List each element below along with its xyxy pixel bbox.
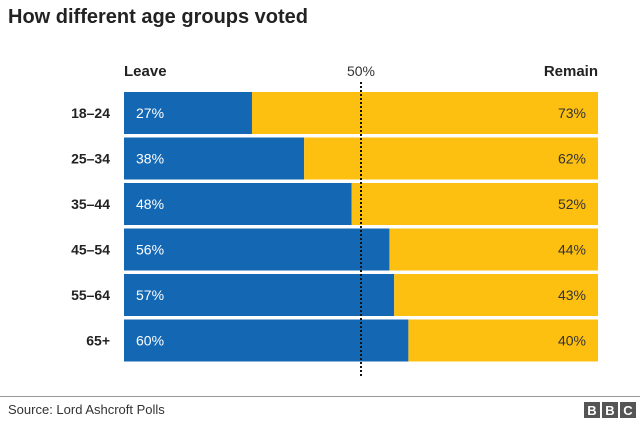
category-label: 25–34 bbox=[71, 151, 110, 167]
label-leave: 56% bbox=[136, 242, 164, 258]
bar-remain bbox=[394, 274, 598, 316]
category-label: 55–64 bbox=[71, 287, 110, 303]
bar-remain bbox=[251, 92, 599, 134]
bar-remain bbox=[304, 137, 598, 180]
label-leave: 48% bbox=[136, 196, 164, 212]
legend-remain: Remain bbox=[544, 63, 598, 80]
label-remain: 44% bbox=[558, 242, 586, 258]
bar-leave bbox=[124, 274, 395, 316]
label-remain: 73% bbox=[558, 105, 586, 121]
stacked-bar-chart: Leave Remain 18–24 27% 73% 25–34 38% 62% 35–44 48… bbox=[71, 63, 599, 378]
bar-remain bbox=[351, 183, 598, 225]
bar-leave bbox=[124, 183, 352, 225]
label-leave: 60% bbox=[136, 333, 164, 349]
label-remain: 43% bbox=[558, 287, 586, 303]
bar-leave bbox=[124, 319, 409, 362]
category-label: 45–54 bbox=[71, 242, 110, 258]
legend-leave: Leave bbox=[124, 63, 167, 80]
label-leave: 27% bbox=[136, 105, 164, 121]
footer-divider bbox=[0, 396, 640, 397]
bar-remain bbox=[408, 319, 598, 362]
category-label: 35–44 bbox=[71, 196, 110, 212]
label-leave: 38% bbox=[136, 151, 164, 167]
reference-label: 50% bbox=[347, 63, 375, 79]
category-label: 18–24 bbox=[71, 105, 110, 121]
bar-leave bbox=[124, 228, 390, 271]
category-label: 65+ bbox=[86, 333, 110, 349]
chart-title: How different age groups voted bbox=[8, 6, 309, 28]
bar-leave bbox=[124, 137, 305, 180]
label-leave: 57% bbox=[136, 287, 164, 303]
label-remain: 52% bbox=[558, 196, 586, 212]
bar-leave bbox=[124, 92, 252, 134]
label-remain: 62% bbox=[558, 151, 586, 167]
label-remain: 40% bbox=[558, 333, 586, 349]
source-note: Source: Lord Ashcroft Polls bbox=[8, 402, 165, 417]
bar-remain bbox=[389, 228, 598, 271]
